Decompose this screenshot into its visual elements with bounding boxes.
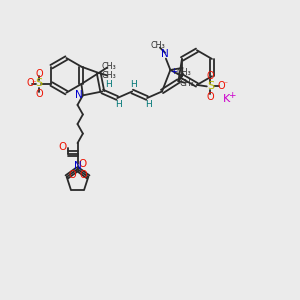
Text: O: O xyxy=(68,170,76,181)
Text: H: H xyxy=(130,80,137,89)
Text: O: O xyxy=(207,92,214,102)
Text: +: + xyxy=(228,92,236,100)
Text: +: + xyxy=(170,67,177,76)
Text: O: O xyxy=(79,170,87,181)
Text: S: S xyxy=(207,81,214,92)
Text: ⁻: ⁻ xyxy=(31,79,36,88)
Text: O: O xyxy=(58,142,67,152)
Text: N: N xyxy=(74,161,81,171)
Text: CH₃: CH₃ xyxy=(151,41,165,50)
Text: ⁻: ⁻ xyxy=(224,80,228,88)
Text: O: O xyxy=(207,71,214,81)
Text: N: N xyxy=(161,50,169,59)
Text: CH₃: CH₃ xyxy=(176,68,191,76)
Text: O: O xyxy=(35,89,43,100)
Text: CH₃: CH₃ xyxy=(102,62,116,71)
Text: O: O xyxy=(218,81,226,91)
Text: CH₃: CH₃ xyxy=(179,79,194,88)
Text: O: O xyxy=(79,159,87,169)
Text: K: K xyxy=(223,94,230,104)
Text: N: N xyxy=(74,90,82,100)
Text: O: O xyxy=(35,69,43,79)
Text: O: O xyxy=(26,78,34,88)
Text: S: S xyxy=(35,78,42,88)
Text: H: H xyxy=(145,100,152,109)
Text: H: H xyxy=(115,100,122,109)
Text: H: H xyxy=(106,80,112,89)
Text: CH₃: CH₃ xyxy=(102,71,116,80)
